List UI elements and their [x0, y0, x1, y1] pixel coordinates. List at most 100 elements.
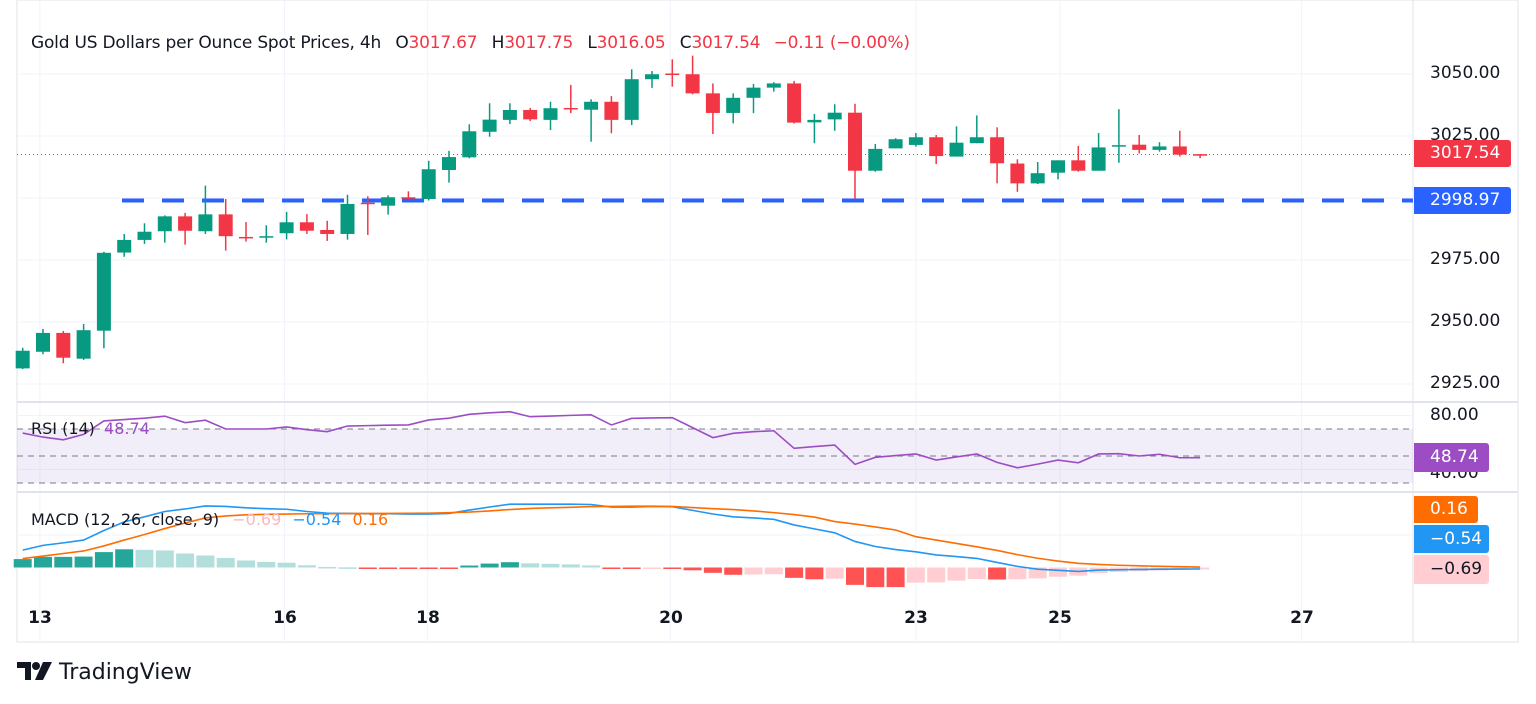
candle-body [218, 214, 233, 237]
candle-body [584, 101, 599, 110]
candle-body [1071, 160, 1086, 171]
macd-histogram-bar [602, 567, 621, 569]
candle-body [990, 137, 1005, 164]
chart-header: Gold US Dollars per Ounce Spot Prices, 4… [31, 33, 910, 53]
price-tick: 2975.00 [1430, 249, 1501, 269]
candle-body [929, 137, 944, 157]
tradingview-wordmark: TradingView [59, 660, 192, 685]
candle-body [157, 216, 172, 232]
candle-body [868, 148, 883, 171]
candle-body [1111, 145, 1126, 147]
macd-histogram-bar [440, 567, 458, 569]
macd-histogram-bar [1049, 567, 1067, 577]
candle-body [1132, 144, 1147, 150]
macd-histogram-bar [906, 567, 925, 583]
candle-body [1091, 147, 1106, 171]
macd-histogram-bar [785, 567, 804, 578]
candle-body [665, 73, 680, 76]
macd-histogram-bar [967, 567, 986, 580]
tradingview-logo-icon [17, 661, 52, 680]
macd-signal-value: 0.16 [352, 510, 389, 529]
candle-body [787, 83, 802, 123]
time-tick: 27 [1290, 608, 1314, 628]
macd-histogram-bar [825, 567, 844, 579]
macd-histogram-bar [866, 567, 885, 588]
macd-histogram-bar [277, 562, 296, 568]
candle-body [259, 236, 274, 238]
candle-body [848, 112, 862, 171]
macd-histogram-bar [764, 567, 783, 575]
candle-body [766, 83, 781, 88]
rsi-legend[interactable]: RSI (14) 48.74 [31, 419, 150, 438]
time-tick: 20 [659, 608, 683, 628]
time-tick: 18 [416, 608, 440, 628]
time-tick: 13 [28, 608, 52, 628]
candle-body [299, 222, 314, 231]
time-tick: 23 [904, 608, 928, 628]
macd-histogram-bar [379, 567, 398, 569]
macd-histogram-bar [1008, 567, 1027, 580]
macd-histogram-bar [561, 564, 580, 568]
open-value: 3017.67 [408, 33, 478, 53]
price-tick: 2925.00 [1430, 373, 1501, 393]
candle-body [969, 137, 984, 144]
high-value: 3017.75 [504, 33, 574, 53]
macd-line-tag: −0.54 [1414, 525, 1489, 553]
macd-histogram-bar [358, 567, 377, 569]
candle-body [705, 93, 720, 113]
candle-body [685, 74, 700, 94]
macd-histogram-bar [988, 567, 1007, 580]
candle-body [482, 119, 497, 132]
close-label: C [679, 33, 692, 53]
candle-body [563, 107, 578, 110]
candle-body [442, 157, 456, 170]
macd-histogram-bar [94, 552, 113, 568]
macd-histogram-bar [34, 556, 52, 568]
low-value: 3016.05 [596, 33, 666, 53]
macd-label: MACD (12, 26, close, 9) [31, 510, 220, 529]
candle-body [502, 109, 517, 120]
low-label: L [587, 33, 597, 53]
candle-body [888, 139, 903, 149]
candle-body [1152, 146, 1167, 150]
macd-histogram-bar [196, 555, 215, 568]
macd-signal-tag: 0.16 [1414, 496, 1478, 523]
macd-histogram-bar [1028, 567, 1047, 579]
candle-body [340, 203, 355, 234]
candle-body [320, 229, 335, 234]
open-label: O [395, 33, 409, 53]
macd-histogram-bar [927, 567, 946, 583]
candle-body [1193, 154, 1208, 156]
macd-histogram-bar [805, 567, 824, 580]
chart-frame [16, 0, 1519, 643]
candle-body [76, 330, 91, 359]
horizontal-line-tag: 2998.97 [1414, 187, 1511, 214]
high-label: H [491, 33, 505, 53]
macd-histogram-bar [399, 567, 418, 569]
candle-body [401, 197, 416, 199]
macd-histogram-bar [297, 565, 316, 568]
candle-body [1030, 173, 1045, 184]
candle-body [178, 216, 193, 231]
time-tick: 16 [273, 608, 297, 628]
macd-legend[interactable]: MACD (12, 26, close, 9) −0.69 −0.54 0.16 [31, 510, 388, 529]
candle-body [746, 87, 761, 98]
macd-hist-value: −0.69 [232, 510, 282, 529]
macd-histogram-bar [1191, 567, 1210, 570]
candle-body [56, 332, 71, 358]
candle-body [36, 332, 50, 352]
macd-histogram-bar [135, 549, 154, 568]
rsi-value: 48.74 [104, 419, 150, 438]
price-tick: 2950.00 [1430, 311, 1501, 331]
macd-histogram-bar [216, 557, 235, 568]
macd-histogram-bar [643, 567, 661, 569]
macd-histogram-bar [237, 560, 255, 568]
tradingview-logo[interactable]: TradingView [17, 660, 192, 685]
candle-body [645, 74, 659, 80]
macd-histogram-bar [419, 567, 438, 569]
rsi-tag: 48.74 [1414, 443, 1489, 472]
macd-histogram-bar [318, 566, 337, 569]
last-price-tag: 3017.54 [1414, 140, 1511, 167]
macd-histogram-bar [947, 567, 966, 581]
